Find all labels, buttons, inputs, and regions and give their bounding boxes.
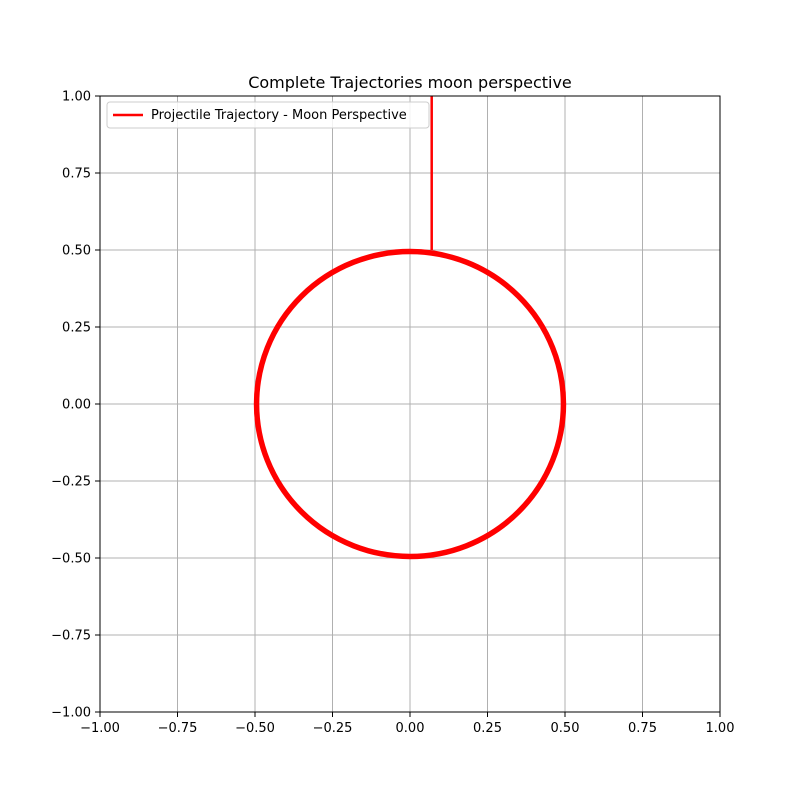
x-tick-label: 0.00	[396, 721, 425, 736]
x-tick-label: −1.00	[80, 721, 120, 736]
y-tick-label: 0.25	[62, 321, 91, 336]
y-tick-label: 0.75	[62, 167, 91, 182]
legend-box	[106, 101, 430, 129]
trajectory-orbit	[253, 248, 567, 560]
x-tick-label: 1.00	[706, 721, 735, 736]
series-layer	[253, 96, 567, 560]
y-tick-label: 0.50	[62, 244, 91, 259]
ticks: −1.00 −0.75 −0.50 −0.25 0.00 0.25 0.50 0.75 1.00…	[51, 90, 734, 737]
y-tick-label: −0.75	[51, 629, 91, 644]
y-tick-label: −0.25	[51, 475, 91, 490]
x-tick-label: −0.25	[313, 721, 353, 736]
x-tick-label: −0.50	[235, 721, 275, 736]
x-tick-label: −0.75	[158, 721, 198, 736]
y-tick-label: −0.50	[51, 552, 91, 567]
legend: Projectile Trajectory - Moon Perspective	[106, 101, 430, 129]
y-tick-label: 0.00	[62, 398, 91, 413]
chart-title: Complete Trajectories moon perspective	[248, 73, 572, 92]
x-tick-label: 0.75	[628, 721, 657, 736]
series-trajectory	[253, 96, 567, 560]
x-tick-label: 0.25	[473, 721, 502, 736]
y-tick-label: 1.00	[62, 90, 91, 105]
y-tick-label: −1.00	[51, 706, 91, 721]
grid-lines	[99, 95, 721, 713]
legend-label: Projectile Trajectory - Moon Perspective	[151, 108, 407, 123]
x-tick-label: 0.50	[551, 721, 580, 736]
